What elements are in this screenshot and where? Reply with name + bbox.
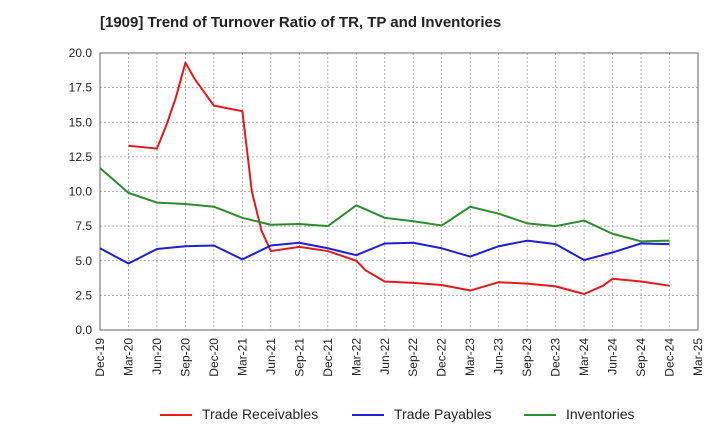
x-tick-label: Jun-21 [264,338,278,375]
legend: Trade Receivables Trade Payables Invento… [0,400,720,430]
x-tick-label: Mar-24 [577,338,591,376]
x-tick-label: Mar-25 [691,338,705,376]
legend-item-trade-payables: Trade Payables [352,406,492,422]
grid-lines [99,52,699,331]
y-tick-label: 17.5 [69,81,93,95]
x-tick-label: Mar-20 [121,338,135,376]
x-tick-label: Dec-24 [663,338,677,377]
x-tick-label: Sep-22 [406,338,420,377]
x-tick-label: Sep-20 [178,338,192,377]
y-tick-label: 20.0 [69,46,93,60]
x-tick-label: Sep-21 [292,338,306,377]
legend-swatch-inventories [524,414,556,417]
legend-label-inventories: Inventories [566,406,635,422]
x-tick-label: Jun-23 [492,338,506,375]
y-tick-label: 5.0 [75,254,92,268]
series-line-inventories [99,167,670,243]
x-tick-label: Dec-23 [549,338,563,377]
y-tick-label: 10.0 [69,185,93,199]
x-tick-label: Sep-24 [634,338,648,377]
x-tick-label: Mar-21 [235,338,249,376]
y-tick-labels: 0.0 2.5 5.0 7.5 10.0 12.5 15.0 17.5 20.0 [69,46,93,337]
y-tick-label: 0.0 [75,323,92,337]
y-tick-label: 7.5 [75,219,92,233]
legend-label-trade-receivables: Trade Receivables [202,406,319,422]
x-tick-label: Mar-23 [463,338,477,376]
legend-swatch-trade-payables [352,414,384,417]
chart-title: [1909] Trend of Turnover Ratio of TR, TP… [100,14,502,31]
x-tick-label: Dec-19 [93,338,107,377]
y-tick-label: 12.5 [69,150,93,164]
series-lines [99,61,670,295]
x-tick-label: Jun-20 [150,338,164,375]
series-line-trade-payables [99,239,670,265]
x-tick-label: Dec-21 [321,338,335,377]
axes [99,52,699,331]
legend-label-trade-payables: Trade Payables [394,406,492,422]
legend-item-trade-receivables: Trade Receivables [160,406,318,422]
x-tick-labels: Dec-19 Mar-20 Jun-20 Sep-20 Dec-20 Mar-21 Jun-… [93,338,705,377]
y-tick-label: 15.0 [69,115,93,129]
x-tick-label: Jun-22 [378,338,392,375]
legend-swatch-trade-receivables [160,414,192,417]
x-tick-label: Dec-22 [435,338,449,377]
plot-frame [99,52,699,331]
legend-item-inventories: Inventories [524,406,634,422]
x-tick-label: Jun-24 [606,338,620,375]
x-tick-label: Dec-20 [207,338,221,377]
x-tick-label: Sep-23 [520,338,534,377]
series-line-trade-receivables [128,61,670,295]
y-tick-label: 2.5 [75,288,92,302]
x-tick-label: Mar-22 [349,338,363,376]
